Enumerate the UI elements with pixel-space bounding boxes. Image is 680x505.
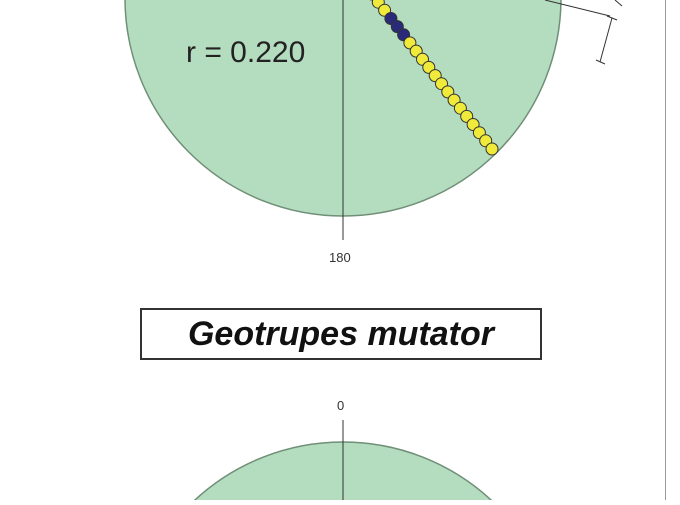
bottom-plot-tick-0: 0 xyxy=(337,398,345,413)
right-edge-rule xyxy=(665,0,666,500)
species-title: Geotrupes mutator xyxy=(187,314,495,353)
yellow-data-point xyxy=(485,142,499,156)
species-title-box: Geotrupes mutator xyxy=(140,308,542,360)
bottom-circular-plot xyxy=(188,420,498,505)
top-plot-tick-180: 180 xyxy=(329,250,351,265)
data-points-layer xyxy=(369,0,499,156)
mean-direction-line xyxy=(544,0,611,17)
confidence-arc-segment xyxy=(599,17,613,63)
r-statistic-label: r = 0.220 xyxy=(186,36,306,69)
confidence-arc-cap-bottom xyxy=(595,59,606,65)
confidence-arc-cap-top xyxy=(606,15,618,21)
top-circular-plot xyxy=(124,0,623,240)
mean-direction-marker xyxy=(544,0,623,65)
confidence-arc-upper xyxy=(614,0,623,7)
